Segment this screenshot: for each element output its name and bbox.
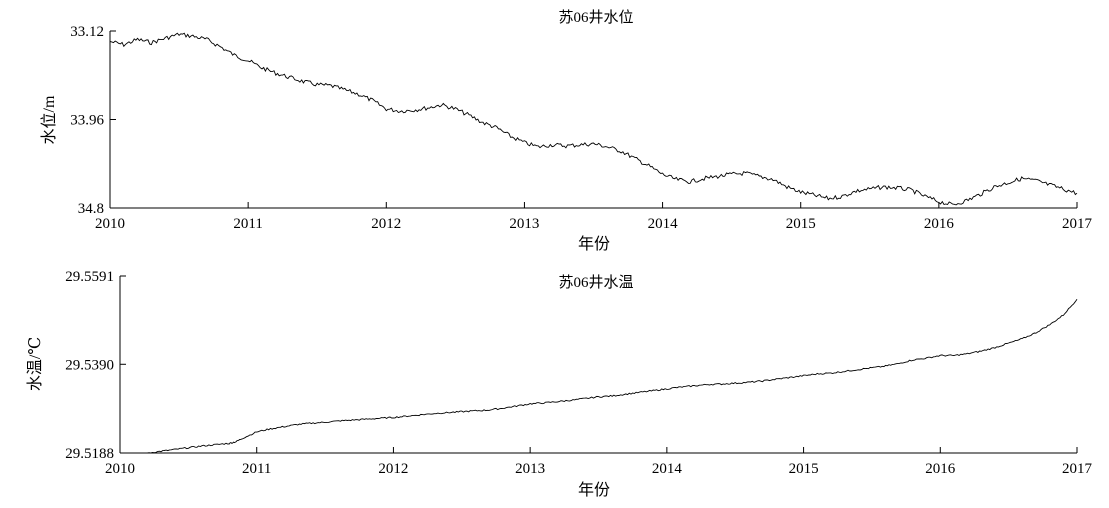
water-temperature-title: 苏06井水温 (558, 274, 633, 291)
water-level-x-tick-label: 2013 (509, 216, 539, 232)
water-temperature-x-tick-label: 2013 (515, 461, 545, 477)
water-temperature-x-tick-label: 2016 (925, 461, 956, 477)
water-temperature-x-tick-label: 2017 (1062, 461, 1093, 477)
water-level-x-tick-label: 2010 (95, 216, 125, 232)
water-level-x-tick-label: 2011 (233, 216, 262, 232)
water-level-x-tick-label: 2015 (786, 216, 816, 232)
water-temperature-x-tick-label: 2015 (789, 461, 819, 477)
water-level-y-tick-label: 34.8 (78, 201, 104, 217)
water-temperature-x-tick-label: 2014 (652, 461, 683, 477)
water-level-title: 苏06井水位 (558, 9, 633, 26)
water-temperature-y-tick-label: 29.5188 (65, 446, 114, 462)
water-temperature-x-tick-label: 2010 (105, 461, 135, 477)
water-level-x-tick-label: 2014 (648, 216, 679, 232)
water-temperature-y-tick-label: 29.5390 (65, 357, 114, 373)
water-level-y-ticks: 33.12 33.96 34.8 (70, 24, 116, 217)
water-level-x-tick-label: 2016 (924, 216, 955, 232)
water-temperature-series-line (147, 299, 1078, 454)
water-level-x-ticks: 2010 2011 2012 2013 2014 2015 2016 2017 (95, 202, 1093, 232)
water-level-x-tick-label: 2017 (1062, 216, 1093, 232)
water-temperature-x-tick-label: 2011 (242, 461, 271, 477)
water-temperature-x-tick-label: 2012 (378, 461, 408, 477)
water-temperature-x-label: 年份 (578, 481, 610, 499)
water-temperature-x-ticks: 2010 2011 2012 2013 2014 2015 2016 2017 (105, 447, 1093, 477)
water-level-y-tick-label: 33.12 (70, 24, 104, 40)
water-temperature-y-tick-label: 29.5591 (65, 269, 114, 285)
water-level-x-tick-label: 2012 (371, 216, 401, 232)
water-level-series-line (109, 32, 1078, 206)
water-level-x-label: 年份 (578, 235, 610, 253)
water-temperature-y-ticks: 29.5591 29.5390 29.5188 (65, 269, 126, 462)
water-level-y-tick-label: 33.96 (70, 113, 104, 129)
water-temperature-y-label: 水温/℃ (26, 337, 44, 391)
water-level-y-label: 水位/m (40, 95, 58, 144)
